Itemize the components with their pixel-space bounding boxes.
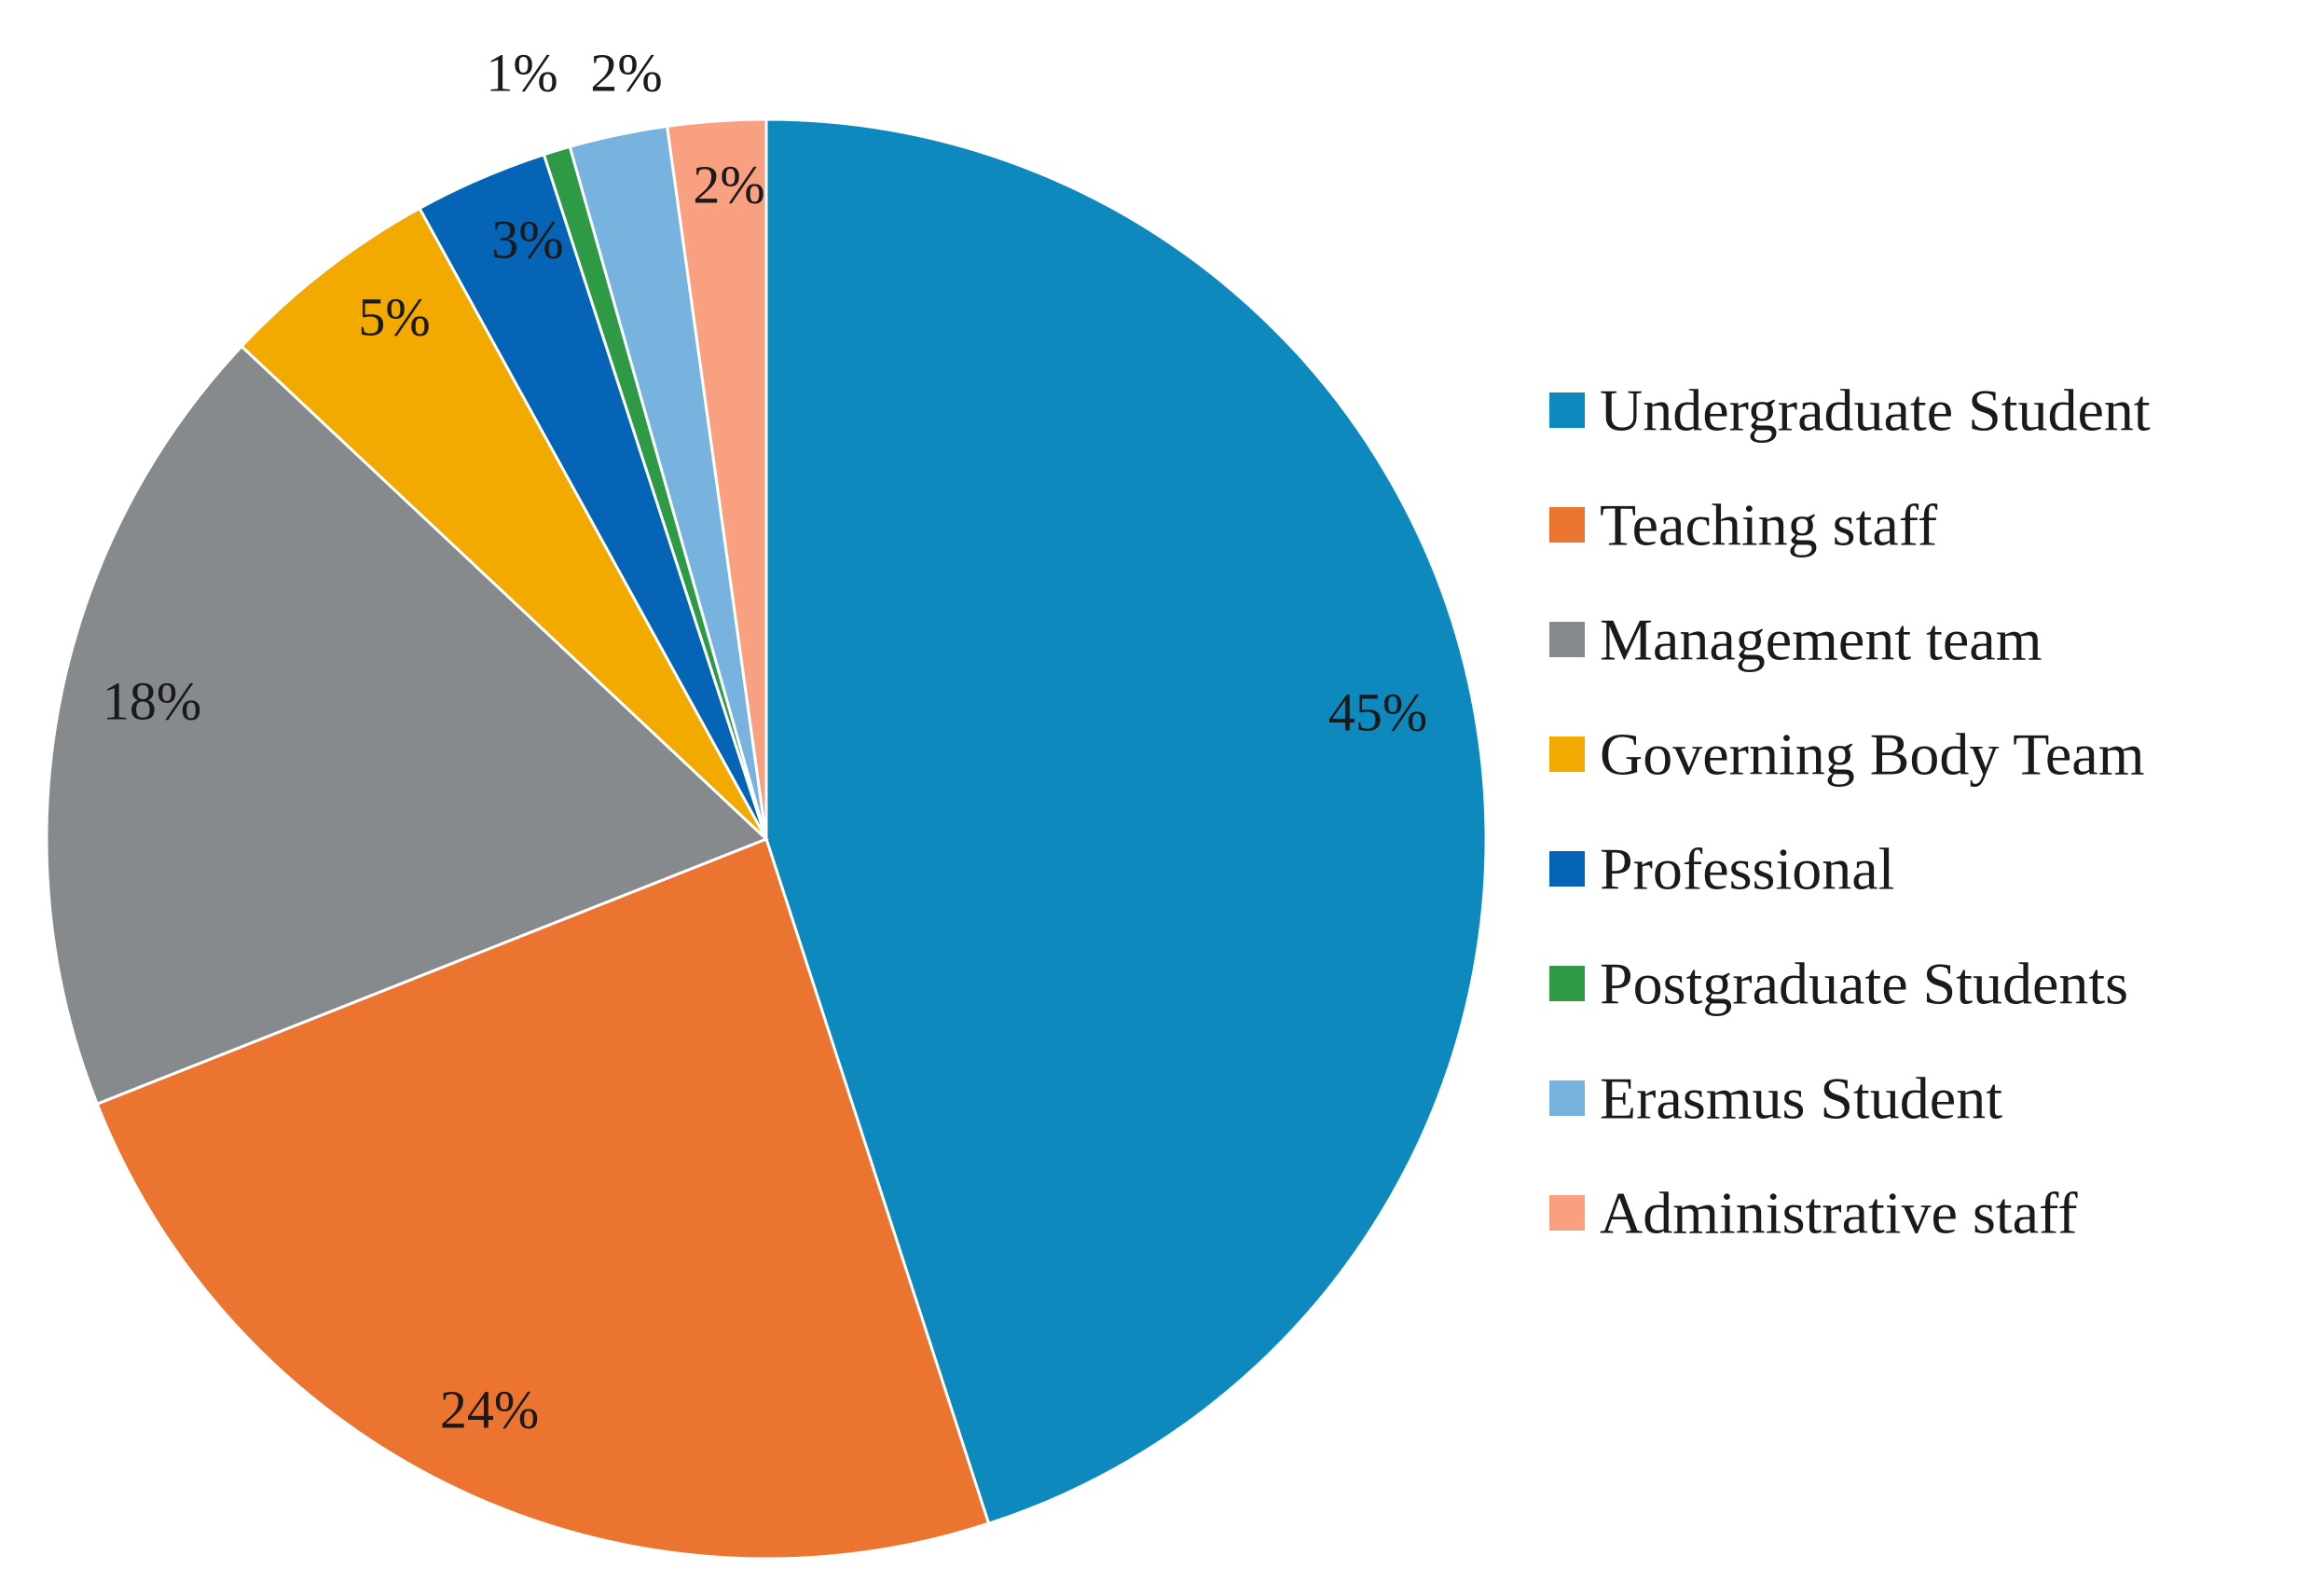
data-label-teaching-staff: 24% <box>440 1380 539 1440</box>
legend-label-teaching-staff: Teaching staff <box>1600 492 1938 558</box>
data-label-professional: 3% <box>491 210 563 270</box>
pie-slice-administrative-staff <box>665 117 768 840</box>
legend-label-management-team: Management team <box>1600 607 2042 673</box>
legend-swatch-administrative-staff <box>1549 1195 1585 1231</box>
pie-slice-management-team <box>45 344 769 1107</box>
legend-item-professional: Professional <box>1549 836 1894 902</box>
pie-slices <box>45 117 1488 1561</box>
data-label-governing-body-team: 5% <box>358 287 430 348</box>
legend-item-erasmus-student: Erasmus Student <box>1549 1066 2002 1132</box>
legend-swatch-teaching-staff <box>1549 507 1585 543</box>
legend-swatch-professional <box>1549 851 1585 887</box>
legend-swatch-undergraduate-student <box>1549 392 1585 428</box>
data-label-erasmus-student: 2% <box>590 43 662 103</box>
legend-label-postgraduate-students: Postgraduate Students <box>1600 951 2128 1017</box>
legend-swatch-postgraduate-students <box>1549 966 1585 1001</box>
legend-item-management-team: Management team <box>1549 607 2042 673</box>
data-label-undergraduate-student: 45% <box>1328 682 1427 743</box>
legend: Undergraduate Student Teaching staff Manag… <box>1549 378 2151 1246</box>
legend-item-governing-body-team: Governing Body Team <box>1549 722 2144 788</box>
legend-swatch-management-team <box>1549 622 1585 657</box>
legend-item-undergraduate-student: Undergraduate Student <box>1549 378 2151 444</box>
pie-slice-undergraduate-student <box>764 117 1488 1526</box>
data-label-management-team: 18% <box>103 671 201 732</box>
data-label-postgraduate-students: 1% <box>486 43 557 103</box>
legend-swatch-governing-body-team <box>1549 736 1585 772</box>
data-label-administrative-staff: 2% <box>693 155 764 215</box>
legend-item-administrative-staff: Administrative staff <box>1549 1180 2078 1246</box>
legend-label-administrative-staff: Administrative staff <box>1600 1180 2078 1246</box>
data-labels: 45% 24% 18% 5% 3% 1% 2% 2% <box>103 43 1427 1440</box>
pie-slice-governing-body-team <box>240 206 768 841</box>
legend-label-erasmus-student: Erasmus Student <box>1600 1066 2002 1132</box>
legend-swatch-erasmus-student <box>1549 1080 1585 1116</box>
legend-label-governing-body-team: Governing Body Team <box>1600 722 2144 788</box>
legend-label-undergraduate-student: Undergraduate Student <box>1600 378 2151 444</box>
legend-item-postgraduate-students: Postgraduate Students <box>1549 951 2128 1017</box>
legend-item-teaching-staff: Teaching staff <box>1549 492 1938 558</box>
pie-slice-teaching-staff <box>95 837 991 1561</box>
legend-label-professional: Professional <box>1600 836 1894 902</box>
